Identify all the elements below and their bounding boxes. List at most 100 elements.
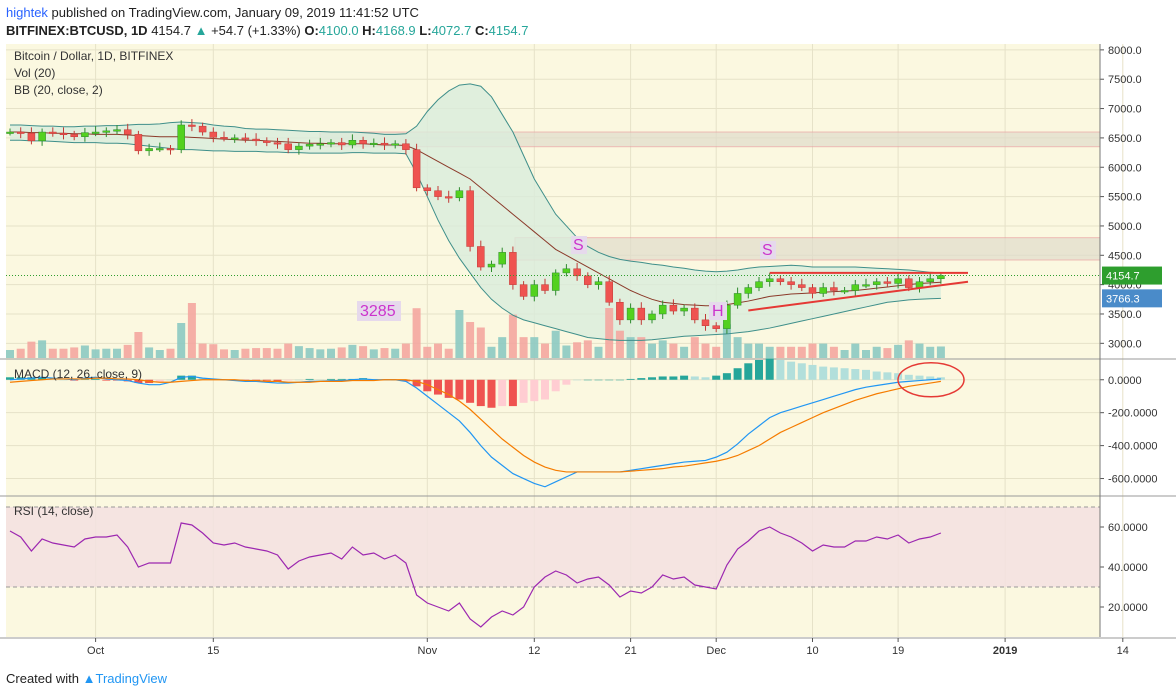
bull-candle xyxy=(38,131,46,142)
volume-bar xyxy=(883,348,892,358)
volume-bar xyxy=(444,348,453,358)
bear-candle xyxy=(905,278,913,288)
y-tick-label: 3000.0 xyxy=(1108,338,1142,350)
volume-bar xyxy=(690,337,699,358)
volume-bar xyxy=(262,348,271,358)
trend-line xyxy=(748,280,969,312)
y-tick-label: 5500.0 xyxy=(1108,192,1142,204)
y-tick-label: -200.0000 xyxy=(1108,408,1158,420)
x-tick-label: 21 xyxy=(624,645,636,657)
macd-histogram-bar xyxy=(573,379,582,381)
volume-bar xyxy=(701,343,710,358)
macd-histogram-bar xyxy=(401,379,410,382)
macd-histogram-bar xyxy=(466,379,475,403)
bb-basis-line xyxy=(10,131,941,307)
macd-histogram-bar xyxy=(455,379,464,400)
volume-bar xyxy=(615,330,624,358)
bull-candle xyxy=(113,129,121,132)
volume-bar xyxy=(145,347,154,358)
macd-histogram-bar xyxy=(6,377,14,380)
macd-histogram-bar xyxy=(787,361,796,380)
volume-bar xyxy=(230,350,239,358)
bull-candle xyxy=(230,137,239,140)
volume-bar xyxy=(551,330,560,358)
bear-candle xyxy=(16,131,25,134)
macd-histogram-bar xyxy=(434,379,442,395)
volume-bar xyxy=(872,346,881,358)
volume-bar xyxy=(91,349,100,358)
y-tick-label: 0.0000 xyxy=(1108,375,1142,387)
last-price: 4154.7 xyxy=(151,23,191,38)
bear-candle xyxy=(808,287,817,294)
x-tick-label: 14 xyxy=(1117,645,1129,657)
tradingview-brand[interactable]: TradingView xyxy=(95,671,168,686)
macd-histogram-bar xyxy=(690,376,699,380)
volume-bar xyxy=(305,348,314,358)
bull-candle xyxy=(455,190,464,199)
annotation-head: H xyxy=(712,303,724,320)
last-price-label: 4154.7 xyxy=(1106,271,1140,283)
x-tick-label: Nov xyxy=(418,645,438,657)
bear-candle xyxy=(209,131,218,138)
macd-histogram-bar xyxy=(412,379,421,387)
macd-histogram-bar xyxy=(541,379,549,400)
low-value: 4072.7 xyxy=(431,23,472,38)
volume-bar xyxy=(712,346,721,358)
volume-bar xyxy=(851,343,860,358)
macd-histogram-bar xyxy=(59,379,68,381)
volume-bar xyxy=(915,343,924,358)
bear-candle xyxy=(712,325,720,329)
macd-histogram-bar xyxy=(487,379,496,408)
rsi-line xyxy=(9,522,942,628)
macd-histogram-bar xyxy=(915,375,924,380)
macd-histogram-bar xyxy=(530,379,539,402)
bear-candle xyxy=(359,140,367,145)
macd-histogram-bar xyxy=(701,377,710,380)
symbol-label: BITFINEX:BTCUSD, 1D xyxy=(6,23,148,38)
volume-bar xyxy=(829,346,838,358)
macd-histogram-bar xyxy=(744,363,753,380)
macd-line xyxy=(9,375,941,488)
volume-bar xyxy=(187,303,196,358)
macd-histogram-bar xyxy=(648,377,656,380)
macd-histogram-bar xyxy=(444,379,453,398)
bull-candle xyxy=(765,278,774,282)
macd-histogram-bar xyxy=(38,377,47,380)
macd-histogram-bar xyxy=(519,379,528,403)
author-link[interactable]: hightek xyxy=(6,5,48,20)
y-tick-label: 8000.0 xyxy=(1108,45,1142,57)
volume-bar xyxy=(369,349,378,358)
macd-histogram-bar xyxy=(722,373,731,380)
volume-bar xyxy=(808,343,817,358)
volume-bar xyxy=(327,348,335,358)
volume-bar xyxy=(348,344,357,358)
volume-bar xyxy=(904,340,913,358)
main-legend-item: Vol (20) xyxy=(14,66,55,80)
bull-candle xyxy=(840,290,849,293)
volume-bar xyxy=(840,350,849,358)
volume-bar xyxy=(27,341,36,358)
bear-candle xyxy=(701,319,710,326)
volume-bar xyxy=(765,346,774,358)
annotation-box xyxy=(760,241,776,259)
volume-bar xyxy=(59,348,68,358)
x-tick-label: Oct xyxy=(87,645,104,657)
high-label: H: xyxy=(362,23,376,38)
open-label: O: xyxy=(304,23,319,38)
bear-candle xyxy=(59,132,68,135)
up-arrow-icon: ▲ xyxy=(194,23,208,38)
volume-bar xyxy=(337,347,346,358)
macd-histogram-bar xyxy=(755,360,763,380)
bear-candle xyxy=(337,142,346,146)
volume-bar xyxy=(391,348,400,358)
y-tick-label: 40.0000 xyxy=(1108,562,1148,574)
bull-candle xyxy=(177,124,185,150)
chart-area[interactable]: 3000.03500.04000.04500.05000.05500.06000… xyxy=(0,42,1176,668)
volume-bar xyxy=(102,348,111,358)
macd-histogram-bar xyxy=(904,374,913,380)
bull-candle xyxy=(937,275,945,280)
bb-lower-line xyxy=(10,139,941,341)
annotation-box xyxy=(709,302,727,320)
volume-bar xyxy=(241,348,250,358)
bull-candle xyxy=(562,268,571,274)
